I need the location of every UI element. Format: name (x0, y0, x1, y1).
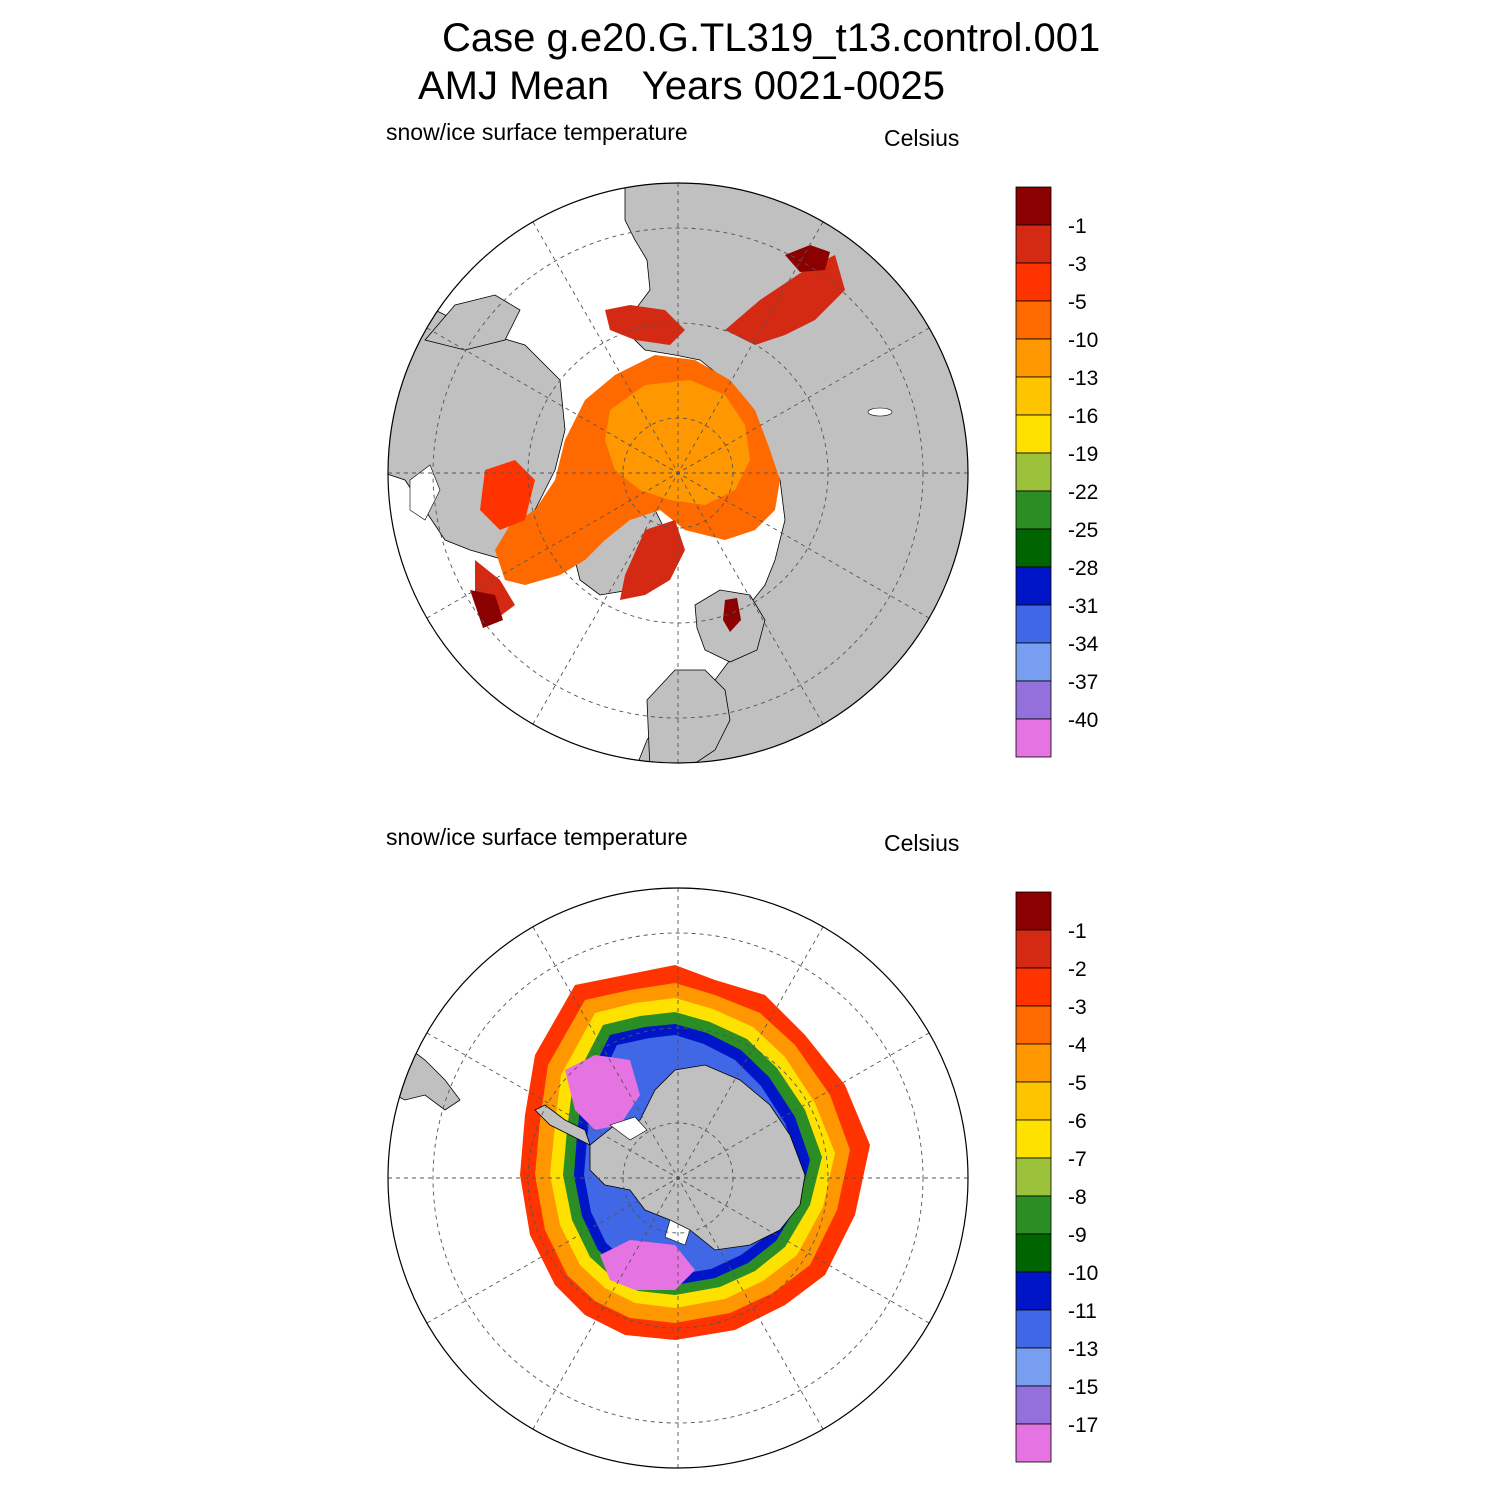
north-land-europe (646, 669, 731, 763)
north-colorbar-swatch (1015, 262, 1052, 302)
north-colorbar-swatch (1015, 186, 1052, 226)
south-colorbar-label: -3 (1068, 996, 1087, 1019)
south-colorbar-swatch (1015, 929, 1052, 969)
north-colorbar-swatch (1015, 566, 1052, 606)
north-variable-label: snow/ice surface temperature (386, 119, 688, 145)
north-colorbar-swatch (1015, 604, 1052, 644)
south-shelf-ross (664, 1219, 691, 1246)
north-land-eurasia (624, 183, 968, 763)
south-colorbar-label: -6 (1068, 1110, 1087, 1133)
south-colorbar-swatch (1015, 1347, 1052, 1387)
north-colorbar-swatch (1015, 680, 1052, 720)
north-colorbar-swatches (1015, 186, 1052, 758)
north-colorbar-label: -37 (1068, 671, 1098, 694)
north-colorbar-swatch (1015, 452, 1052, 492)
south-colorbar-swatch (1015, 1119, 1052, 1159)
south-land-antarctica (589, 1064, 806, 1251)
north-colorbar-swatch (1015, 490, 1052, 530)
north-colorbar-label: -25 (1068, 519, 1098, 542)
north-colorbar-label: -3 (1068, 253, 1087, 276)
south-colorbar-labels: -1 -2 -3 -4 -5 -6 -7 -8 -9 -10 -11 -13 -15 -17 (1068, 920, 1098, 1437)
south-colorbar-swatch (1015, 1195, 1052, 1235)
south-colorbar-swatch (1015, 1233, 1052, 1273)
north-colorbar-swatch (1015, 528, 1052, 568)
south-colorbar-label: -4 (1068, 1034, 1087, 1057)
north-colorbar-label: -19 (1068, 443, 1098, 466)
south-graticule (388, 888, 968, 1468)
south-colorbar-swatch (1015, 1043, 1052, 1083)
south-colorbar-swatch (1015, 1423, 1052, 1463)
figure-title-season: AMJ Mean Years 0021-0025 (418, 64, 946, 108)
south-units-label: Celsius (884, 830, 960, 856)
north-ice-east-greenland (620, 520, 685, 600)
north-colorbar-label: -28 (1068, 557, 1098, 580)
south-polar-map (387, 887, 969, 1469)
north-ice-kara-tip (785, 245, 830, 272)
north-hudson-bay (409, 464, 441, 521)
south-colorbar-label: -11 (1068, 1300, 1097, 1323)
north-colorbar-swatch (1015, 300, 1052, 340)
north-colorbar-swatch (1015, 718, 1052, 758)
south-colorbar-swatches (1015, 891, 1052, 1463)
south-colorbar-swatch (1015, 1271, 1052, 1311)
south-colorbar-label: -2 (1068, 958, 1087, 981)
north-colorbar-label: -16 (1068, 405, 1098, 428)
figure-title-case: Case g.e20.G.TL319_t13.control.001 (442, 16, 1101, 60)
north-colorbar-label: -13 (1068, 367, 1098, 390)
north-colorbar-label: -10 (1068, 329, 1098, 352)
south-colorbar-label: -13 (1068, 1338, 1098, 1361)
north-ice-siberia (605, 305, 685, 345)
south-colorbar-swatch (1015, 967, 1052, 1007)
south-colorbar-label: -8 (1068, 1186, 1087, 1209)
south-variable-label: snow/ice surface temperature (386, 824, 688, 850)
south-weddell-cold (565, 1055, 640, 1130)
north-ice-kara (725, 255, 845, 345)
south-ross-cold (600, 1240, 695, 1290)
north-colorbar-label: -40 (1068, 709, 1098, 732)
north-graticule (388, 183, 968, 763)
north-colorbar-swatch (1015, 414, 1052, 454)
north-ice-baltic (723, 598, 741, 632)
south-colorbar-label: -1 (1068, 920, 1087, 943)
north-polar-map (387, 182, 969, 764)
north-colorbar-label: -1 (1068, 215, 1087, 238)
south-colorbar-label: -17 (1068, 1414, 1098, 1437)
north-colorbar-swatch (1015, 338, 1052, 378)
south-colorbar-swatch (1015, 1005, 1052, 1045)
south-colorbar-label: -9 (1068, 1224, 1087, 1247)
south-colorbar-label: -15 (1068, 1376, 1098, 1399)
north-land-island (867, 407, 893, 417)
south-colorbar-label: -7 (1068, 1148, 1087, 1171)
south-colorbar: -1 -2 -3 -4 -5 -6 -7 -8 -9 -10 -11 -13 -15 -17 (1015, 891, 1098, 1463)
north-ice-labrador-tip (470, 590, 503, 628)
south-colorbar-swatch (1015, 1081, 1052, 1121)
north-colorbar-swatch (1015, 376, 1052, 416)
south-colorbar-swatch (1015, 1385, 1052, 1425)
north-ice-baffin (480, 460, 535, 530)
north-colorbar-label: -22 (1068, 481, 1098, 504)
north-colorbar-label: -31 (1068, 595, 1098, 618)
north-colorbar-labels: -1 -3 -5 -10 -13 -16 -19 -22 -25 -28 -31 -34 -37 -40 (1068, 215, 1099, 732)
north-colorbar-label: -34 (1068, 633, 1099, 656)
north-map-border (387, 182, 969, 764)
north-colorbar-swatch (1015, 642, 1052, 682)
south-colorbar-swatch (1015, 891, 1052, 931)
north-colorbar-label: -5 (1068, 291, 1087, 314)
south-map-border (387, 887, 969, 1469)
south-colorbar-label: -10 (1068, 1262, 1098, 1285)
south-colorbar-swatch (1015, 1309, 1052, 1349)
north-colorbar-swatch (1015, 224, 1052, 264)
south-shelf-ronne (609, 1116, 648, 1141)
south-colorbar-swatch (1015, 1157, 1052, 1197)
north-units-label: Celsius (884, 125, 960, 151)
north-colorbar: -1 -3 -5 -10 -13 -16 -19 -22 -25 -28 -31 -34 -37 -40 (1015, 186, 1099, 758)
south-land-peninsula (534, 1104, 591, 1146)
south-colorbar-label: -5 (1068, 1072, 1087, 1095)
